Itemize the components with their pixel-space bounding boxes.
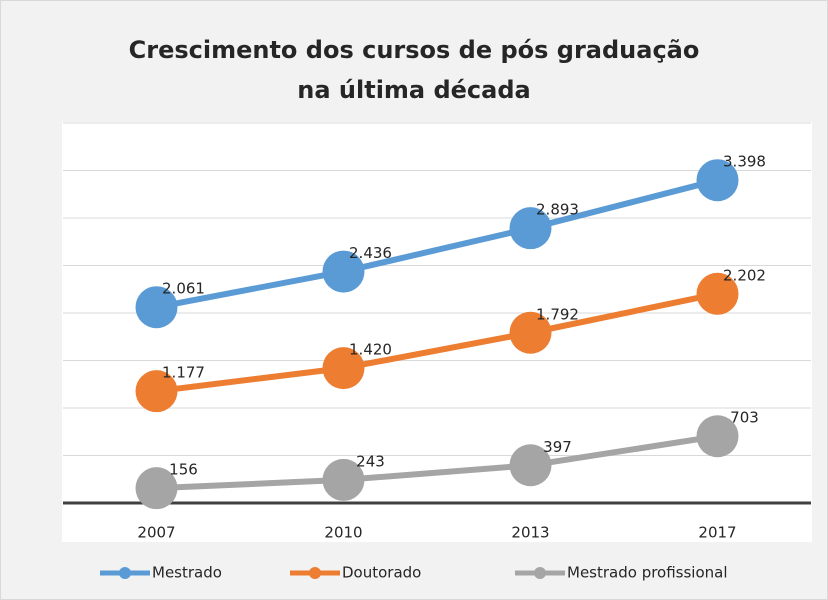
legend-label: Doutorado bbox=[342, 564, 421, 582]
marker bbox=[322, 458, 365, 501]
data-label: 2.893 bbox=[536, 201, 579, 219]
marker bbox=[509, 311, 552, 354]
x-tick-label: 2010 bbox=[324, 524, 362, 542]
data-label: 1.420 bbox=[349, 341, 392, 359]
series-line bbox=[155, 177, 719, 311]
data-label: 703 bbox=[730, 409, 759, 427]
marker bbox=[509, 207, 552, 250]
series-line bbox=[156, 290, 719, 395]
legend-label: Mestrado bbox=[152, 564, 222, 582]
data-label: 156 bbox=[169, 461, 198, 479]
data-label: 3.398 bbox=[723, 153, 766, 171]
series-line bbox=[156, 433, 718, 492]
x-tick-label: 2013 bbox=[511, 524, 549, 542]
marker bbox=[135, 467, 178, 510]
data-label: 1.177 bbox=[162, 364, 205, 382]
data-label: 243 bbox=[356, 452, 385, 470]
data-label: 2.202 bbox=[723, 266, 766, 284]
data-label: 2.061 bbox=[162, 280, 205, 298]
chart-title: Crescimento dos cursos de pós graduação … bbox=[128, 36, 700, 104]
data-label: 2.436 bbox=[349, 244, 392, 262]
marker bbox=[696, 159, 739, 202]
legend-label: Mestrado profissional bbox=[567, 564, 728, 582]
legend-marker bbox=[309, 567, 321, 579]
x-tick-label: 2007 bbox=[137, 524, 175, 542]
data-label: 397 bbox=[543, 438, 572, 456]
marker bbox=[135, 286, 178, 329]
marker bbox=[135, 370, 178, 413]
marker bbox=[322, 250, 365, 293]
marker bbox=[322, 347, 365, 390]
x-tick-label: 2017 bbox=[698, 524, 736, 542]
marker bbox=[509, 444, 552, 487]
marker bbox=[696, 415, 739, 458]
legend-marker bbox=[534, 567, 546, 579]
data-label: 1.792 bbox=[536, 305, 579, 323]
legend-marker bbox=[119, 567, 131, 579]
marker bbox=[696, 272, 739, 315]
